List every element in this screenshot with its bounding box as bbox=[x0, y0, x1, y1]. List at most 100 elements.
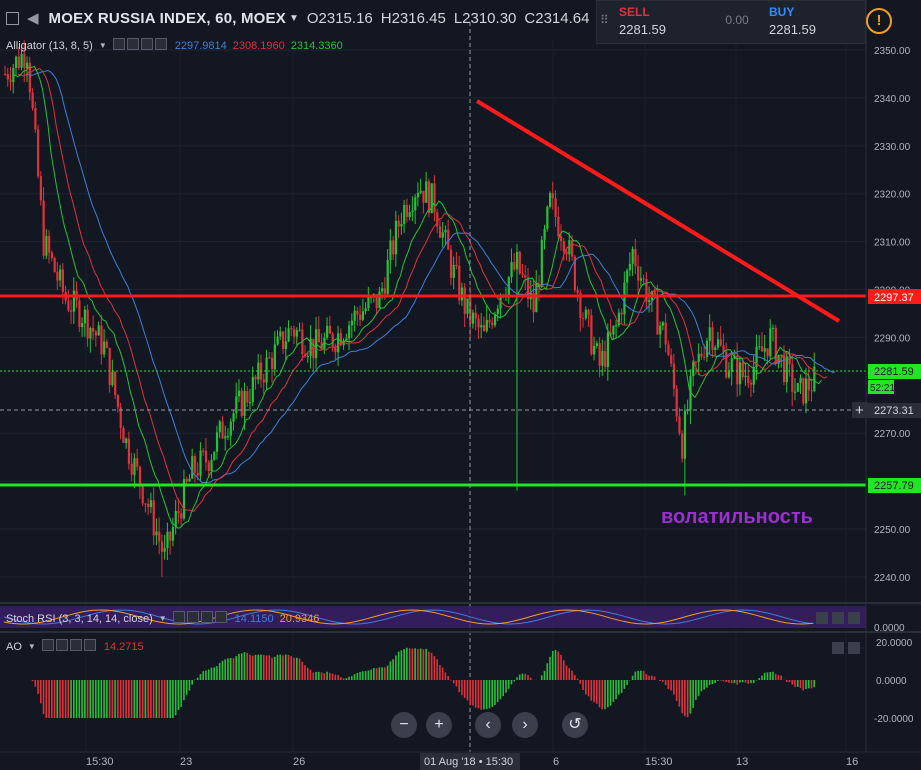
candle-body bbox=[485, 319, 488, 332]
candle-body bbox=[703, 356, 706, 358]
candle-body bbox=[97, 325, 100, 336]
more-icon[interactable] bbox=[83, 639, 96, 651]
more-icon[interactable] bbox=[214, 611, 227, 623]
close-icon[interactable] bbox=[200, 611, 213, 623]
candle-body bbox=[730, 358, 733, 372]
time-tick: 16 bbox=[846, 756, 858, 768]
candle-body bbox=[617, 312, 621, 326]
gear-icon[interactable] bbox=[186, 611, 199, 623]
candle-body bbox=[50, 252, 53, 259]
candle-body bbox=[315, 329, 318, 359]
candle-body bbox=[474, 312, 477, 319]
chevron-down-icon[interactable]: ▼ bbox=[27, 642, 36, 651]
candle-body bbox=[438, 226, 442, 238]
candle-body bbox=[235, 396, 238, 414]
stoch-rsi-name[interactable]: Stoch RSI (3, 3, 14, 14, close) bbox=[6, 612, 153, 625]
symbol-title[interactable]: MOEX RUSSIA INDEX, 60, MOEX bbox=[48, 9, 286, 27]
candle-body bbox=[653, 290, 656, 296]
candle-body bbox=[604, 350, 607, 367]
price-tick: 2340.00 bbox=[874, 94, 911, 105]
gear-icon[interactable] bbox=[126, 38, 139, 50]
candle-body bbox=[237, 390, 241, 397]
zoom-in-button[interactable]: + bbox=[426, 712, 452, 738]
stoch-rsi-legend[interactable]: Stoch RSI (3, 3, 14, 14, close) ▼ 14.115… bbox=[6, 611, 319, 626]
candle-body bbox=[645, 279, 648, 303]
candle-body bbox=[744, 375, 747, 378]
crosshair-plus-icon[interactable] bbox=[852, 402, 868, 418]
candle-body bbox=[359, 314, 362, 320]
eye-icon[interactable] bbox=[41, 639, 54, 651]
countdown-tag bbox=[868, 380, 894, 394]
reset-chart-button[interactable]: ↺ bbox=[562, 712, 588, 738]
candle-body bbox=[248, 402, 252, 404]
candle-body bbox=[111, 371, 114, 385]
maximize-icon[interactable] bbox=[816, 612, 828, 624]
close-icon[interactable] bbox=[69, 639, 82, 651]
candle-body bbox=[381, 288, 384, 292]
volatility-annotation[interactable]: волатильность bbox=[661, 506, 813, 528]
candle-body bbox=[254, 376, 257, 380]
candle-body bbox=[400, 223, 403, 227]
alligator-legend[interactable]: Alligator (13, 8, 5) ▼ 2297.9814 2308.19… bbox=[6, 38, 343, 53]
sell-button[interactable]: SELL 2281.59 bbox=[611, 1, 715, 43]
chart-menu-icon[interactable] bbox=[6, 11, 19, 25]
price-axis[interactable]: 2350.002340.002330.002320.002310.002300.… bbox=[874, 46, 911, 584]
candle-body bbox=[196, 472, 199, 476]
buy-button[interactable]: BUY 2281.59 bbox=[761, 1, 865, 43]
zoom-out-button[interactable]: − bbox=[391, 712, 417, 738]
candle-body bbox=[510, 262, 513, 278]
candle-body bbox=[681, 433, 684, 459]
stoch-rsi-lines bbox=[3, 609, 814, 625]
eye-icon[interactable] bbox=[172, 611, 185, 623]
candle-body bbox=[554, 198, 557, 218]
candle-body bbox=[364, 308, 367, 312]
candle-body bbox=[326, 325, 329, 338]
stoch-pane-controls[interactable] bbox=[816, 612, 864, 624]
arrow-down-icon[interactable] bbox=[848, 612, 860, 624]
candle-body bbox=[637, 266, 640, 281]
candle-body bbox=[689, 376, 692, 411]
price-tick: 2290.00 bbox=[874, 333, 911, 344]
alligator-name[interactable]: Alligator (13, 8, 5) bbox=[6, 39, 93, 52]
candle-body bbox=[122, 427, 125, 443]
candle-body bbox=[92, 327, 95, 332]
candle-body bbox=[700, 353, 703, 357]
chevron-down-icon[interactable]: ▼ bbox=[158, 614, 167, 623]
candle-body bbox=[782, 354, 786, 383]
ao-pane-controls[interactable] bbox=[832, 642, 864, 654]
candle-body bbox=[270, 357, 274, 370]
arrow-down-icon[interactable] bbox=[848, 642, 860, 654]
close-icon[interactable] bbox=[140, 38, 153, 50]
eye-icon[interactable] bbox=[112, 38, 125, 50]
candle-body bbox=[251, 376, 254, 403]
trend-line[interactable] bbox=[475, 99, 841, 323]
more-icon[interactable] bbox=[154, 38, 167, 50]
chevron-down-icon[interactable]: ▼ bbox=[288, 12, 299, 24]
candle-body bbox=[282, 331, 285, 349]
candle-body bbox=[571, 240, 574, 257]
ao-legend[interactable]: AO ▼ 14.2715 bbox=[6, 639, 144, 654]
chevron-left-icon[interactable]: ◀ bbox=[27, 10, 39, 27]
info-icon[interactable]: ! bbox=[866, 8, 892, 34]
candle-body bbox=[518, 251, 521, 274]
ao-name[interactable]: AO bbox=[6, 640, 22, 653]
candle-body bbox=[771, 327, 775, 329]
drag-handle-icon[interactable]: ⠿ bbox=[600, 13, 609, 27]
candle-body bbox=[70, 310, 73, 312]
legend-controls[interactable] bbox=[41, 639, 98, 654]
chevron-down-icon[interactable]: ▼ bbox=[98, 41, 107, 50]
scroll-left-button[interactable]: ‹ bbox=[475, 712, 501, 738]
candle-body bbox=[72, 290, 76, 312]
legend-controls[interactable] bbox=[172, 611, 229, 626]
candle-body bbox=[414, 197, 417, 211]
legend-controls[interactable] bbox=[112, 38, 169, 53]
candle-body bbox=[422, 190, 425, 203]
candle-body bbox=[535, 284, 538, 313]
scroll-right-button[interactable]: › bbox=[512, 712, 538, 738]
alligator-jaw-line bbox=[25, 69, 836, 484]
time-axis[interactable]: 15:30 23 26 6 15:30 13 16 01 Aug '18 • 1… bbox=[86, 753, 858, 770]
arrow-up-icon[interactable] bbox=[832, 612, 844, 624]
gear-icon[interactable] bbox=[55, 639, 68, 651]
arrow-up-icon[interactable] bbox=[832, 642, 844, 654]
